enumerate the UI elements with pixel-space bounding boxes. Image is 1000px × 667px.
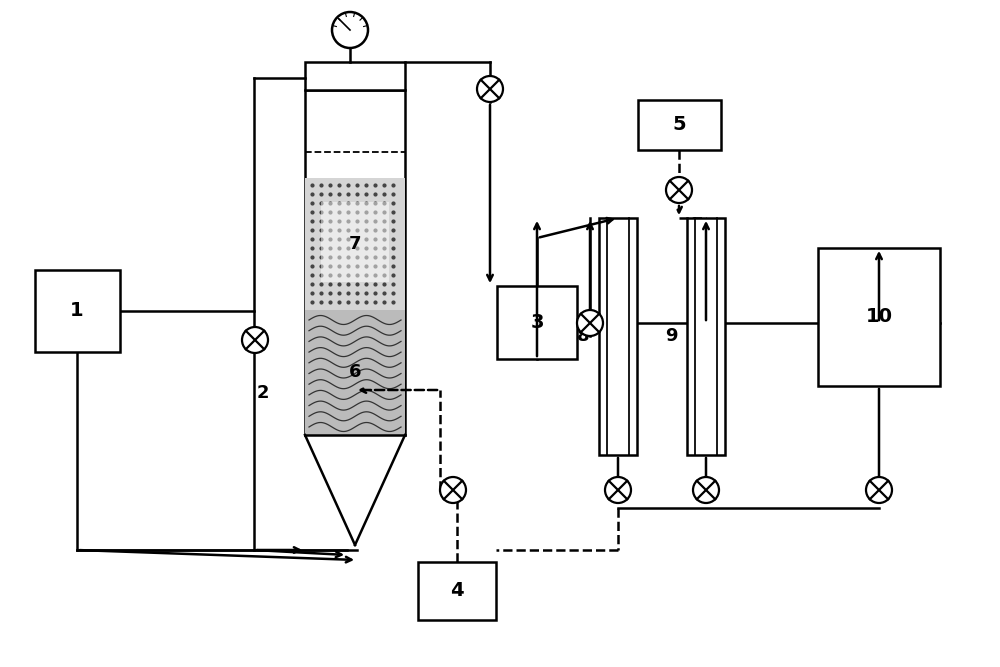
Circle shape xyxy=(605,477,631,503)
Text: 2: 2 xyxy=(257,384,269,402)
Bar xyxy=(305,62,405,90)
Circle shape xyxy=(440,477,466,503)
Bar xyxy=(497,286,577,359)
Bar xyxy=(638,100,721,150)
Bar xyxy=(321,202,389,282)
Text: 10: 10 xyxy=(866,307,893,327)
Text: 4: 4 xyxy=(450,582,464,600)
Text: 1: 1 xyxy=(70,301,84,321)
Bar xyxy=(305,90,405,435)
Circle shape xyxy=(866,477,892,503)
Polygon shape xyxy=(305,435,405,545)
Bar xyxy=(305,178,405,310)
Circle shape xyxy=(693,477,719,503)
Text: 8: 8 xyxy=(577,327,590,345)
Text: 5: 5 xyxy=(672,115,686,135)
Circle shape xyxy=(666,177,692,203)
Circle shape xyxy=(332,12,368,48)
Text: 3: 3 xyxy=(530,313,544,331)
Circle shape xyxy=(477,76,503,102)
Bar xyxy=(418,562,496,620)
Text: 6: 6 xyxy=(349,363,361,381)
Circle shape xyxy=(577,310,603,336)
Bar xyxy=(687,218,725,455)
Text: 9: 9 xyxy=(666,327,678,345)
Bar xyxy=(305,310,405,435)
Text: 7: 7 xyxy=(349,235,361,253)
Bar xyxy=(599,218,637,455)
Circle shape xyxy=(242,327,268,353)
Bar xyxy=(35,270,120,352)
Bar xyxy=(818,248,940,386)
